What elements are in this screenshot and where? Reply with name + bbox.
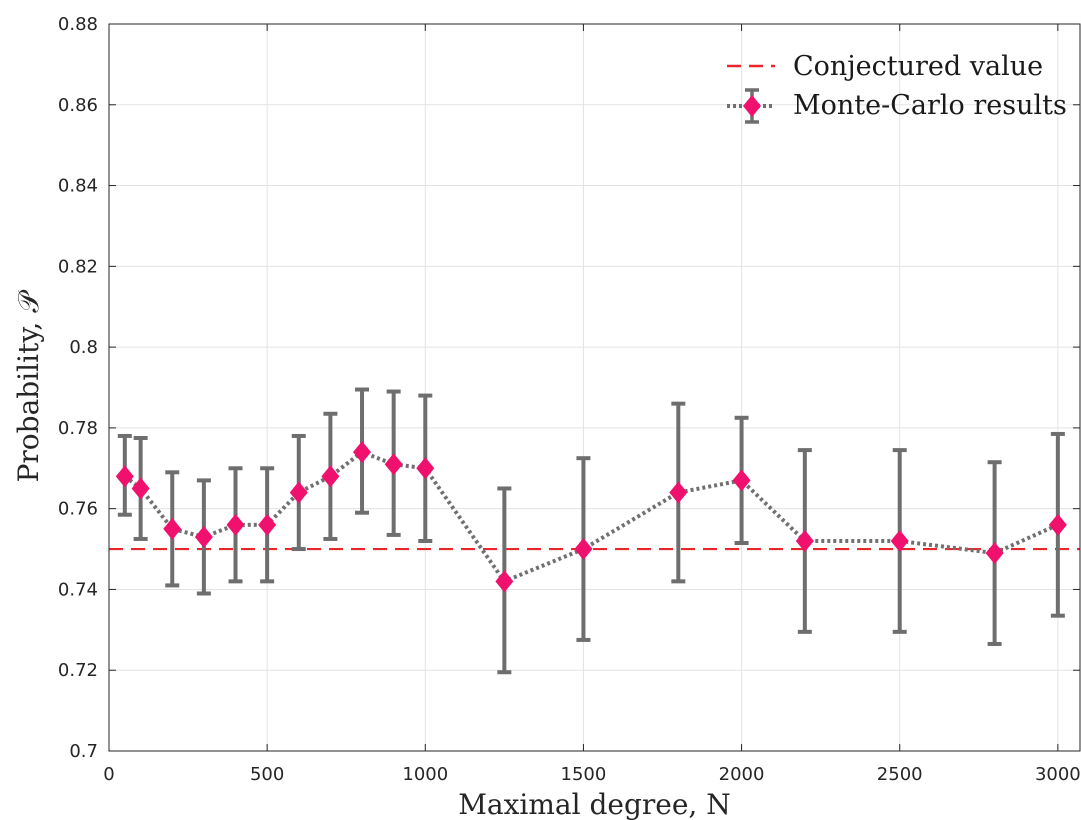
plot-background — [109, 24, 1080, 751]
x-tick-label: 1000 — [402, 764, 448, 785]
series-group — [115, 387, 1067, 675]
x-axis-label: Maximal degree, N — [458, 788, 730, 820]
data-point-diamond — [226, 513, 245, 536]
y-tick-label: 0.72 — [58, 660, 98, 681]
data-point-diamond — [163, 517, 182, 540]
x-tick-label: 0 — [103, 764, 114, 785]
x-tick-label: 1500 — [561, 764, 607, 785]
data-point-diamond — [131, 477, 150, 500]
y-tick-label: 0.88 — [58, 14, 98, 35]
data-point-diamond — [1048, 513, 1067, 536]
x-tick-label: 2000 — [719, 764, 765, 785]
y-tick-label: 0.74 — [58, 579, 98, 600]
legend: Conjectured value Monte-Carlo results — [727, 51, 1067, 124]
data-point-diamond — [416, 457, 435, 480]
y-tick-label: 0.86 — [58, 95, 98, 116]
data-point-diamond — [384, 453, 403, 476]
data-point-diamond — [795, 529, 814, 552]
legend-conjectured-label: Conjectured value — [793, 51, 1043, 82]
data-point-diamond — [321, 465, 340, 488]
data-point-diamond — [115, 465, 134, 488]
data-point-diamond — [289, 481, 308, 504]
y-tick-label: 0.76 — [58, 499, 98, 520]
x-tick-label: 2500 — [877, 764, 923, 785]
y-tick-label: 0.84 — [58, 176, 98, 197]
y-tick-label: 0.7 — [69, 741, 98, 762]
legend-montecarlo-label: Monte-Carlo results — [793, 90, 1067, 121]
data-point-diamond — [732, 469, 751, 492]
y-tick-label: 0.8 — [69, 337, 98, 358]
plot-frame — [108, 23, 1081, 752]
data-point-diamond — [495, 570, 514, 593]
data-point-diamond — [353, 441, 372, 464]
data-point-diamond — [574, 538, 593, 561]
y-tick-label: 0.78 — [58, 418, 98, 439]
legend-diamond-marker — [743, 95, 761, 117]
y-axis-label: Probability, 𝒫 — [12, 289, 45, 483]
axis-ticks: 0 500 1000 1500 2000 2500 3000 0.7 0.72 0.74 0.76 0… — [58, 14, 1081, 785]
data-point-diamond — [669, 481, 688, 504]
y-tick-label: 0.82 — [58, 256, 98, 277]
x-tick-label: 500 — [250, 764, 284, 785]
data-point-diamond — [890, 529, 909, 552]
data-point-diamond — [985, 542, 1004, 565]
x-tick-label: 3000 — [1035, 764, 1081, 785]
data-point-diamond — [258, 513, 277, 536]
data-point-diamond — [194, 525, 213, 548]
